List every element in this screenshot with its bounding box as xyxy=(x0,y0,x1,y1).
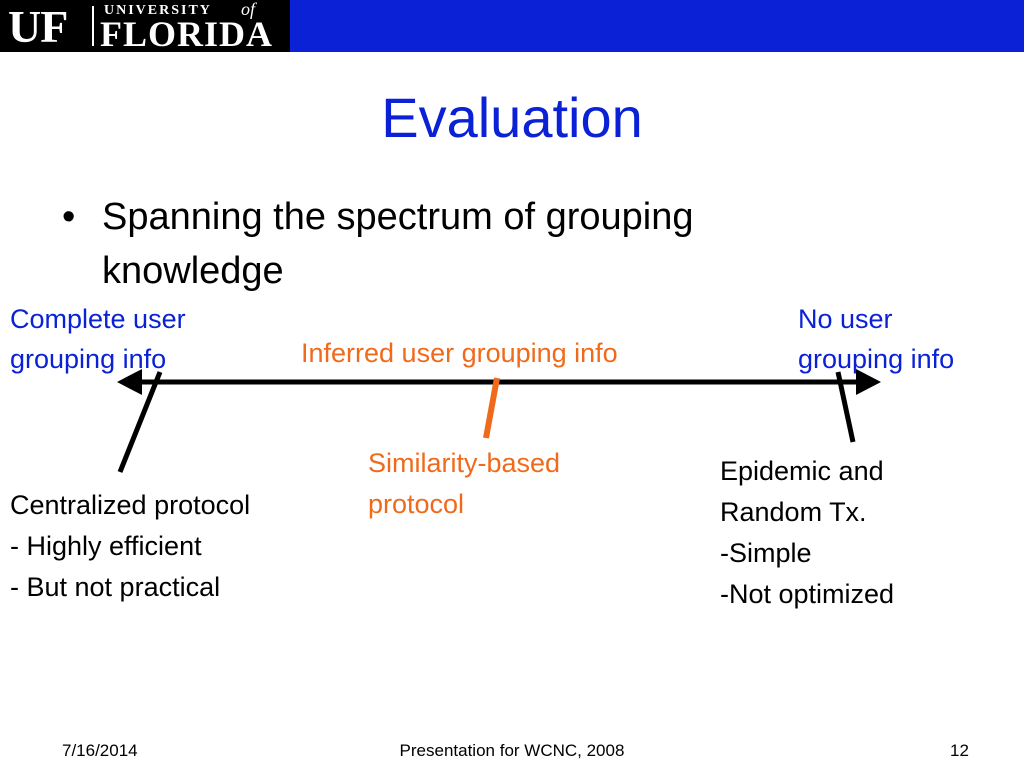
bullet-text: Spanning the spectrum of grouping knowle… xyxy=(102,190,842,298)
bullet-text-line1: Spanning the spectrum of grouping xyxy=(102,196,694,238)
footer-presentation-title: Presentation for WCNC, 2008 xyxy=(399,741,625,760)
left-spectrum-label-line1: Complete user xyxy=(10,304,186,334)
epidemic-marker-line xyxy=(835,371,856,443)
bullet-text-line2: knowledge xyxy=(102,250,284,292)
epidemic-protocol-line2: Random Tx. xyxy=(720,497,867,527)
logo-divider xyxy=(92,6,94,46)
logo-florida-text: FLORIDA xyxy=(100,14,274,54)
logo-uf-text: UF xyxy=(8,1,68,52)
bullet-dot: • xyxy=(62,196,76,238)
left-arrowhead xyxy=(117,369,142,395)
middle-spectrum-label: Inferred user grouping info xyxy=(301,338,618,368)
epidemic-protocol-line3: -Simple xyxy=(720,538,812,568)
similarity-protocol-line1: Similarity-based xyxy=(368,448,561,478)
left-spectrum-label-line2: grouping info xyxy=(10,344,167,374)
similarity-marker-line xyxy=(483,377,500,439)
footer-date: 7/16/2014 xyxy=(62,741,138,760)
epidemic-protocol-line1: Epidemic and xyxy=(720,456,884,486)
logo-university-text: UNIVERSITY xyxy=(104,3,212,18)
slide-title: Evaluation xyxy=(381,86,643,149)
centralized-protocol-line2: - Highly efficient xyxy=(10,531,202,561)
centralized-protocol-line3: - But not practical xyxy=(10,572,221,602)
epidemic-protocol-line4: -Not optimized xyxy=(720,579,895,609)
similarity-protocol-line2: protocol xyxy=(368,489,465,519)
centralized-marker-line xyxy=(117,371,163,473)
centralized-protocol-line1: Centralized protocol xyxy=(10,490,251,520)
right-spectrum-label-line1: No user xyxy=(798,304,893,334)
logo-of-text: of xyxy=(241,0,256,19)
footer-page-number: 12 xyxy=(950,741,969,760)
right-spectrum-label-line2: grouping info xyxy=(798,344,955,374)
right-arrowhead xyxy=(856,369,881,395)
university-logo: UF UNIVERSITY of FLORIDA xyxy=(0,0,290,54)
